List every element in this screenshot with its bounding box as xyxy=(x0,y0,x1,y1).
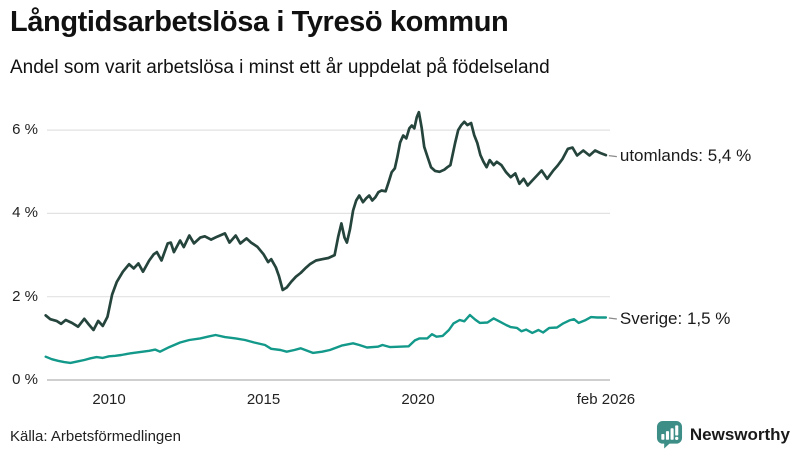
series-line-Sverige xyxy=(44,313,608,365)
newsworthy-brand: Newsworthy xyxy=(656,420,790,449)
newsworthy-wordmark: Newsworthy xyxy=(689,424,790,444)
y-tick-label-4: 4 % xyxy=(12,204,38,222)
page-subtitle: Andel som varit arbetslösa i minst ett å… xyxy=(10,57,550,78)
y-tick-label-0: 0 % xyxy=(12,371,38,388)
series-line-utomlands xyxy=(44,110,608,332)
series-label-Sverige: Sverige: 1,5 % xyxy=(619,308,731,328)
series-lines xyxy=(44,110,608,365)
x-tick-label-2010: 2010 xyxy=(92,391,126,408)
y-tick-label-6: 6 % xyxy=(12,121,38,139)
page-title: Långtidsarbetslösa i Tyresö kommun xyxy=(10,6,509,38)
newsworthy-logo-icon xyxy=(656,421,682,449)
source-note: Källa: Arbetsförmedlingen xyxy=(10,428,181,445)
series-label-utomlands: utomlands: 5,4 % xyxy=(619,146,752,166)
x-tick-label-feb-2026: feb 2026 xyxy=(576,391,636,408)
label-dash-utomlands xyxy=(608,154,617,158)
label-dash-Sverige xyxy=(608,317,617,320)
x-tick-label-2015: 2015 xyxy=(246,391,281,408)
x-tick-label-2020: 2020 xyxy=(401,391,435,408)
label-connector-dashes xyxy=(608,154,617,320)
gridlines xyxy=(47,129,610,381)
y-tick-label-2: 2 % xyxy=(12,287,38,305)
